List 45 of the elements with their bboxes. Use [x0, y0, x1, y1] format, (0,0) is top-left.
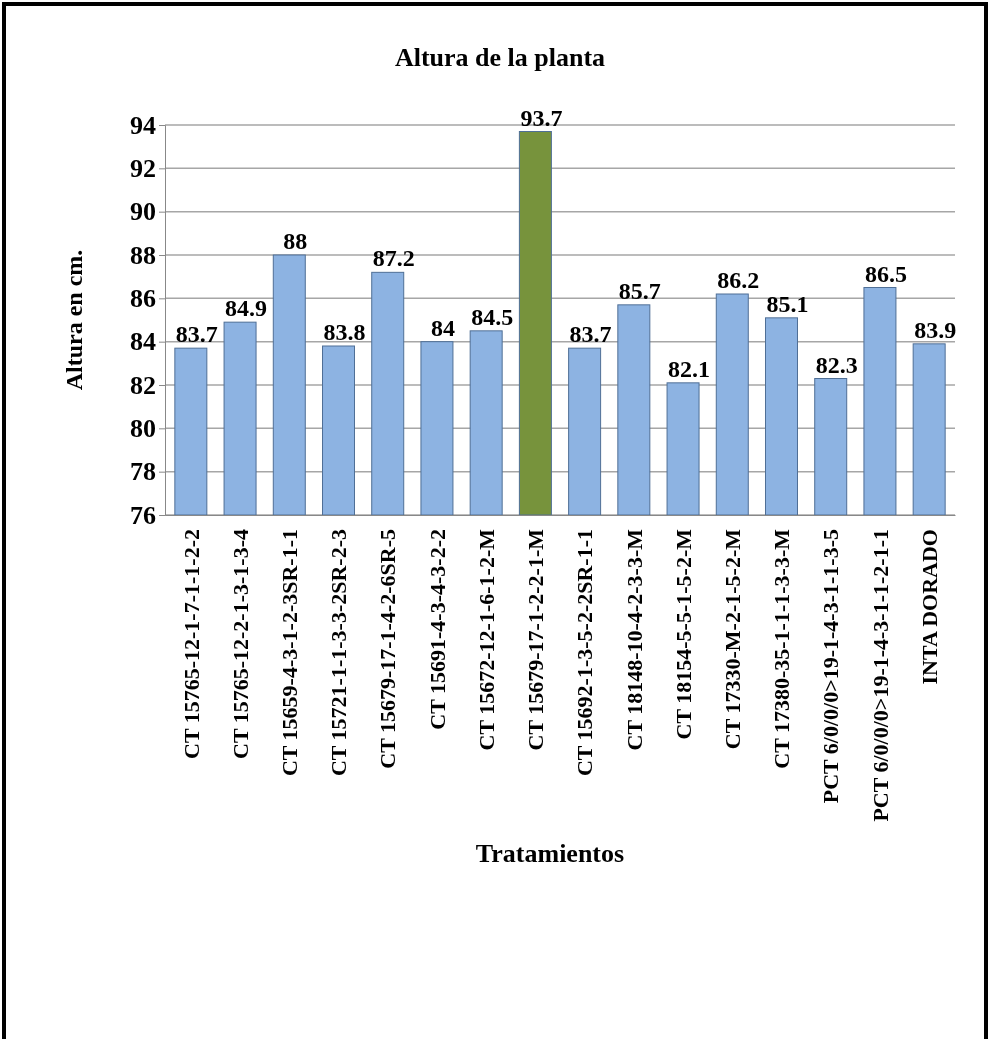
x-tick-label: CT 15691-4-3-4-3-2-2 — [424, 529, 450, 730]
y-tick-label: 94 — [130, 110, 156, 140]
chart-title: Altura de la planta — [394, 43, 606, 72]
data-label: 82.1 — [668, 355, 711, 382]
x-tick-label: PCT 6/0/0/0>19-1-4-3-1-1-3-5 — [818, 529, 844, 804]
data-label: 87.2 — [372, 245, 415, 272]
y-tick-label: 76 — [130, 500, 156, 530]
data-label: 83.7 — [569, 321, 612, 348]
data-label: 93.7 — [520, 104, 563, 131]
data-label: 83.7 — [175, 321, 218, 348]
x-tick-label: INTA DORADO — [916, 529, 942, 685]
x-tick-label: CT 15765-12-1-7-1-1-2-2 — [178, 529, 204, 759]
x-tick-label: CT 17380-35-1-1-1-3-3-M — [769, 528, 795, 769]
y-tick-label: 80 — [130, 414, 156, 444]
y-tick-label: 92 — [130, 154, 156, 184]
y-tick-label: 88 — [130, 240, 156, 270]
x-axis-title: Tratamientos — [475, 838, 625, 868]
data-label: 86.2 — [717, 267, 760, 293]
data-label: 84.5 — [471, 303, 514, 330]
x-tick-label: CT 15692-1-3-5-2-2SR-1-1 — [572, 529, 598, 777]
x-tick-label: PCT 6/0/0/0>19-1-4-3-1-1-2-1-1 — [867, 529, 893, 822]
x-tick-label: CT 15672-12-1-6-1-2-M — [473, 528, 499, 751]
x-tick-label: CT 18148-10-4-2-3-3-M — [621, 528, 647, 751]
data-label: 85.1 — [766, 290, 809, 317]
y-tick-label: 90 — [130, 197, 156, 227]
data-label: 82.3 — [815, 351, 858, 378]
data-label: 83.8 — [323, 319, 366, 345]
x-tick-label: CT 15679-17-1-4-2-6SR-5 — [375, 529, 401, 769]
data-label: 86.5 — [864, 260, 907, 287]
x-tick-label: CT 15659-4-3-1-2-3SR-1-1 — [276, 529, 302, 777]
y-tick-label: 78 — [130, 457, 156, 487]
y-tick-label: 84 — [130, 327, 156, 357]
data-label: 84 — [430, 314, 455, 341]
x-tick-label: CT 15765-12-2-1-3-1-3-4 — [227, 529, 253, 759]
x-tick-label: CT 15721-1-1-3-3-2SR-2-3 — [326, 529, 352, 777]
y-tick-label: 82 — [130, 370, 156, 400]
x-tick-label: CT 17330-M-2-1-5-2-M — [719, 528, 745, 750]
data-label: 84.9 — [225, 295, 268, 322]
x-tick-label: CT 15679-17-1-2-2-1-M — [523, 528, 549, 751]
data-label: 83.9 — [914, 316, 957, 343]
x-tick-label: CT 18154-5-5-1-5-2-M — [670, 528, 696, 740]
data-label: 85.7 — [618, 277, 661, 304]
y-tick-label: 86 — [130, 284, 156, 314]
y-axis-title: Altura en cm. — [61, 249, 87, 391]
data-label: 88 — [283, 228, 308, 254]
